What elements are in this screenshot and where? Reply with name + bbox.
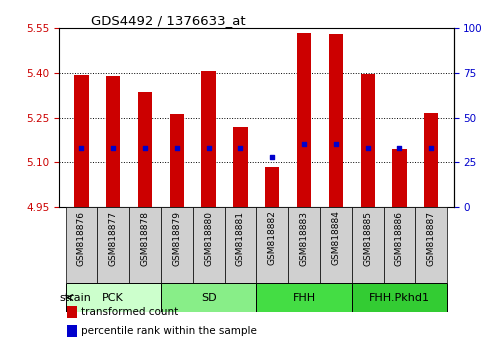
Point <box>173 145 181 151</box>
Bar <box>67 306 77 318</box>
Bar <box>424 113 438 207</box>
Bar <box>224 207 256 283</box>
Text: FHH.Pkhd1: FHH.Pkhd1 <box>369 292 430 303</box>
Bar <box>360 74 375 207</box>
Text: GSM818887: GSM818887 <box>427 211 436 266</box>
Text: GSM818878: GSM818878 <box>141 211 149 266</box>
Point <box>109 145 117 151</box>
Bar <box>233 127 247 207</box>
Point <box>364 145 372 151</box>
Text: GSM818877: GSM818877 <box>109 211 118 266</box>
Point <box>141 145 149 151</box>
Point <box>237 145 245 151</box>
Text: GSM818882: GSM818882 <box>268 211 277 266</box>
Point <box>427 145 435 151</box>
Bar <box>352 207 384 283</box>
Bar <box>106 76 120 207</box>
Bar <box>66 283 161 312</box>
Point <box>77 145 85 151</box>
Text: GDS4492 / 1376633_at: GDS4492 / 1376633_at <box>91 14 246 27</box>
Text: GSM818880: GSM818880 <box>204 211 213 266</box>
Bar <box>161 283 256 312</box>
Bar <box>288 207 320 283</box>
Text: percentile rank within the sample: percentile rank within the sample <box>81 326 257 336</box>
Bar <box>74 75 89 207</box>
Point <box>332 142 340 147</box>
Text: GSM818886: GSM818886 <box>395 211 404 266</box>
Text: FHH: FHH <box>292 292 316 303</box>
Text: GSM818885: GSM818885 <box>363 211 372 266</box>
Bar <box>129 207 161 283</box>
Text: GSM818879: GSM818879 <box>173 211 181 266</box>
Bar <box>416 207 447 283</box>
Text: strain: strain <box>60 292 92 303</box>
Bar <box>265 167 280 207</box>
Text: transformed count: transformed count <box>81 307 178 317</box>
Bar <box>161 207 193 283</box>
Point <box>268 154 276 160</box>
Text: GSM818876: GSM818876 <box>77 211 86 266</box>
Bar <box>97 207 129 283</box>
Point <box>300 142 308 147</box>
Text: GSM818884: GSM818884 <box>331 211 340 266</box>
Bar <box>352 283 447 312</box>
Bar <box>193 207 224 283</box>
Text: SD: SD <box>201 292 216 303</box>
Bar <box>297 33 311 207</box>
Point <box>395 145 403 151</box>
Bar <box>170 114 184 207</box>
Bar <box>392 149 407 207</box>
Bar <box>138 92 152 207</box>
Point <box>205 145 212 151</box>
Text: PCK: PCK <box>103 292 124 303</box>
Text: GSM818881: GSM818881 <box>236 211 245 266</box>
Bar <box>256 207 288 283</box>
Bar <box>384 207 416 283</box>
Bar <box>320 207 352 283</box>
Bar <box>67 325 77 337</box>
Bar <box>329 34 343 207</box>
Bar <box>256 283 352 312</box>
Text: GSM818883: GSM818883 <box>300 211 309 266</box>
Bar <box>202 72 216 207</box>
Bar <box>66 207 97 283</box>
